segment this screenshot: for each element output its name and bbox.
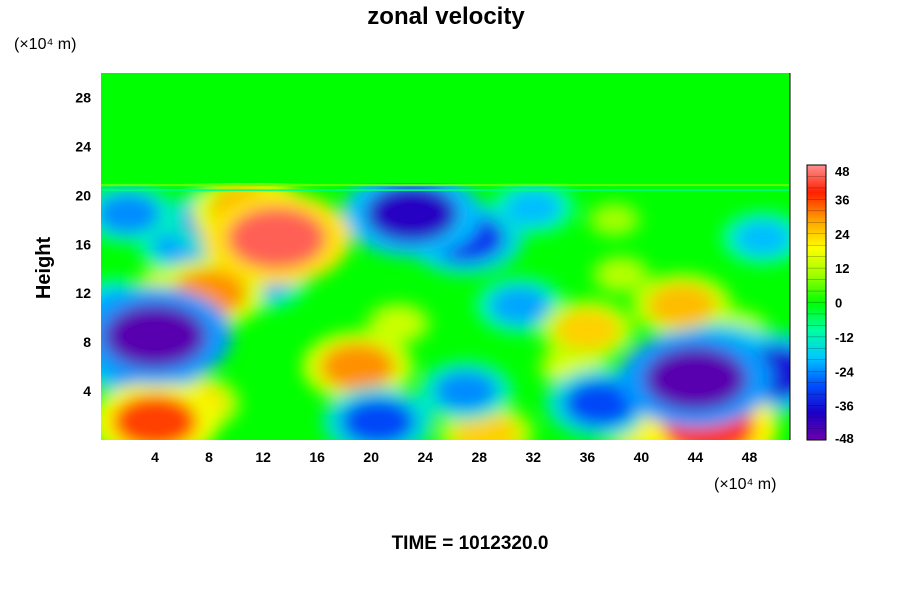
x-tick-label: 24: [417, 449, 433, 465]
velocity-field: [101, 170, 790, 440]
field-feature: [227, 206, 327, 270]
colorbar-tick-label: -48: [835, 431, 854, 446]
field-feature: [555, 309, 619, 351]
x-tick-label: 12: [255, 449, 271, 465]
y-axis-unit: (×10⁴ m): [14, 36, 76, 53]
field-feature: [563, 379, 638, 427]
colorbar-tick-label: 12: [835, 261, 849, 276]
x-tick-label: 44: [688, 449, 704, 465]
x-axis-unit: (×10⁴ m): [714, 476, 776, 493]
upper-layer-fill: [101, 73, 790, 184]
x-tick-label: 36: [580, 449, 596, 465]
field-feature: [340, 398, 415, 440]
field-feature: [648, 284, 716, 327]
colorbar-tick-label: 0: [835, 296, 842, 311]
y-tick-label: 12: [75, 285, 91, 301]
x-tick-label: 40: [634, 449, 650, 465]
field-feature: [505, 189, 562, 226]
field-feature: [320, 343, 395, 391]
y-tick-label: 8: [83, 334, 91, 350]
colorbar: 48 36 24 12 0 -12 -24 -36 -48: [806, 164, 855, 446]
field-feature: [734, 220, 790, 257]
chart-title: zonal velocity: [367, 3, 525, 30]
x-tick-label: 20: [363, 449, 379, 465]
y-axis-label: Height: [33, 237, 55, 300]
colorbar-tick-label: 24: [835, 227, 850, 242]
field-feature: [375, 309, 421, 339]
field-feature: [434, 370, 498, 412]
colorbar-band-lines: [807, 176, 826, 429]
field-feature: [103, 303, 207, 369]
plot-area: [101, 73, 791, 440]
y-tick-label: 24: [75, 138, 91, 154]
x-tick-label: 8: [205, 449, 213, 465]
colorbar-tick-label: -12: [835, 330, 854, 345]
x-tick-label: 32: [526, 449, 542, 465]
y-tick-label: 16: [75, 236, 91, 252]
field-feature: [365, 184, 458, 243]
upper-layer: [101, 73, 790, 191]
y-axis-ticks: 4 8 12 16 20 24 28: [75, 89, 91, 399]
colorbar-tick-label: 36: [835, 192, 849, 207]
colorbar-ticks: 48 36 24 12 0 -12 -24 -36 -48: [835, 164, 855, 446]
y-tick-label: 4: [83, 383, 91, 399]
field-feature: [644, 346, 747, 412]
x-axis-ticks: 4 8 12 16 20 24 28 32 36 40 44 48: [151, 449, 757, 465]
field-feature: [600, 261, 642, 289]
x-tick-label: 48: [742, 449, 758, 465]
x-tick-label: 28: [471, 449, 487, 465]
field-feature: [112, 394, 198, 440]
field-feature: [101, 193, 160, 234]
field-feature: [595, 207, 634, 233]
colorbar-tick-label: -36: [835, 399, 854, 414]
x-tick-label: 4: [151, 449, 159, 465]
y-tick-label: 28: [75, 89, 91, 105]
y-tick-label: 20: [75, 187, 91, 203]
colorbar-tick-label: 48: [835, 164, 849, 179]
x-tick-label: 16: [309, 449, 325, 465]
colorbar-tick-label: -24: [835, 364, 855, 379]
time-label: TIME = 1012320.0: [392, 533, 549, 554]
field-feature: [490, 286, 550, 325]
